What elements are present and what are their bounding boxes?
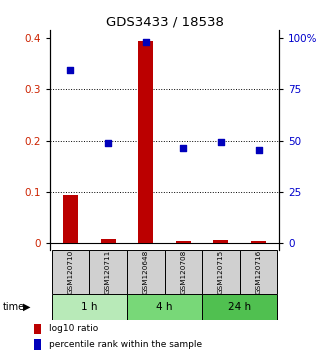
Bar (202, 294, 277, 320)
Text: 24 h: 24 h (228, 302, 251, 312)
Bar (127, 250, 164, 294)
Bar (251, 241, 266, 244)
Text: GSM120716: GSM120716 (256, 250, 262, 294)
Bar (176, 241, 191, 244)
Bar (202, 250, 240, 294)
Text: GSM120715: GSM120715 (218, 250, 224, 294)
Bar (127, 294, 202, 320)
Bar (138, 41, 153, 244)
Point (106, 140, 111, 146)
Text: GSM120710: GSM120710 (67, 250, 74, 294)
Point (256, 148, 261, 153)
Text: GSM120711: GSM120711 (105, 250, 111, 294)
Text: GSM120648: GSM120648 (143, 250, 149, 294)
Text: GSM120708: GSM120708 (180, 250, 186, 294)
Text: time: time (3, 302, 25, 312)
Point (143, 39, 148, 45)
Point (218, 139, 223, 145)
Bar (52, 294, 127, 320)
Bar (240, 250, 277, 294)
Text: percentile rank within the sample: percentile rank within the sample (49, 340, 202, 349)
Text: 1 h: 1 h (81, 302, 98, 312)
Bar (100, 239, 116, 244)
Bar (89, 250, 127, 294)
Text: ▶: ▶ (23, 302, 30, 312)
Text: log10 ratio: log10 ratio (49, 324, 99, 333)
Bar (34, 324, 41, 334)
Bar (34, 339, 41, 350)
Bar (63, 195, 78, 244)
Bar (52, 250, 89, 294)
Bar (164, 250, 202, 294)
Point (181, 145, 186, 151)
Point (68, 67, 73, 73)
Bar (213, 240, 229, 244)
Title: GDS3433 / 18538: GDS3433 / 18538 (106, 16, 223, 29)
Text: 4 h: 4 h (156, 302, 173, 312)
